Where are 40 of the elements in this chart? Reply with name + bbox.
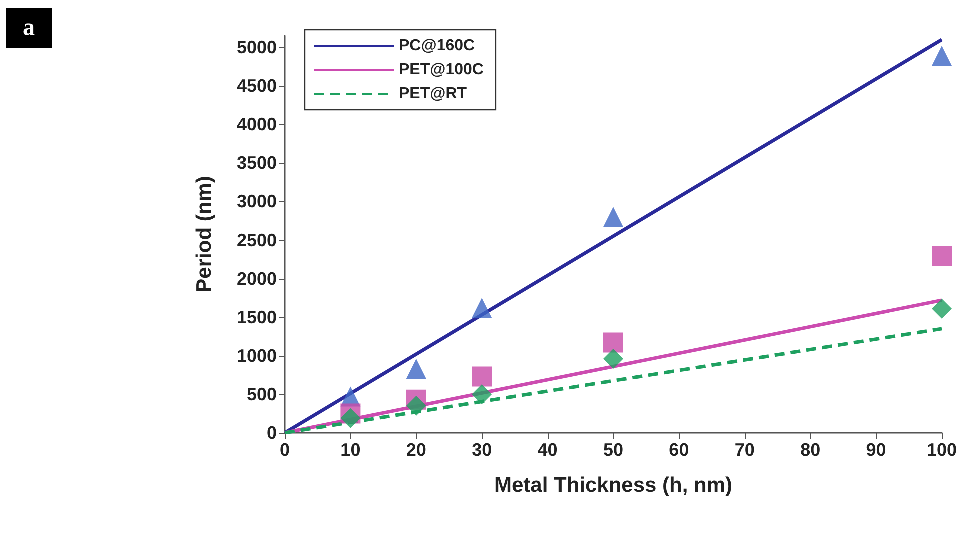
y-tick-label: 4000 bbox=[236, 114, 277, 135]
x-tick-label: 50 bbox=[603, 440, 624, 460]
point bbox=[340, 408, 361, 428]
x-axis-title: Metal Thickness (h, nm) bbox=[494, 474, 733, 497]
y-tick-label: 0 bbox=[266, 423, 277, 443]
point bbox=[472, 366, 492, 387]
point bbox=[604, 332, 624, 353]
legend-label: PET@100C bbox=[399, 62, 484, 78]
x-tick-label: 60 bbox=[669, 440, 690, 460]
x-tick-label: 90 bbox=[866, 440, 886, 460]
x-tick-label: 80 bbox=[800, 440, 821, 460]
y-tick-label: 1500 bbox=[236, 307, 277, 328]
y-tick-label: 5000 bbox=[236, 38, 277, 58]
point bbox=[406, 359, 426, 380]
legend-label: PC@160C bbox=[399, 38, 476, 54]
y-tick-label: 4500 bbox=[236, 76, 277, 96]
y-tick-label: 500 bbox=[246, 384, 277, 404]
y-tick-label: 3000 bbox=[236, 192, 277, 212]
y-axis-title: Period (nm) bbox=[193, 176, 216, 293]
point bbox=[472, 298, 492, 318]
legend-label: PET@RT bbox=[399, 86, 468, 102]
x-tick-label: 70 bbox=[734, 440, 755, 460]
point bbox=[932, 46, 952, 66]
x-tick-label: 40 bbox=[538, 440, 558, 460]
point bbox=[932, 298, 952, 319]
point bbox=[472, 384, 492, 404]
x-tick-label: 20 bbox=[406, 440, 426, 460]
x-tick-label: 0 bbox=[280, 440, 290, 460]
point bbox=[604, 348, 624, 369]
y-tick-label: 2000 bbox=[236, 268, 277, 289]
text: a bbox=[23, 15, 35, 41]
x-tick-label: 10 bbox=[340, 440, 361, 460]
point bbox=[406, 396, 426, 416]
y-tick-label: 1000 bbox=[236, 346, 277, 366]
point bbox=[932, 246, 952, 266]
y-tick-label: 2500 bbox=[236, 230, 277, 250]
y-tick-label: 3500 bbox=[236, 153, 277, 174]
point bbox=[604, 207, 624, 228]
x-tick-label: 100 bbox=[926, 440, 958, 460]
x-tick-label: 30 bbox=[472, 440, 492, 460]
